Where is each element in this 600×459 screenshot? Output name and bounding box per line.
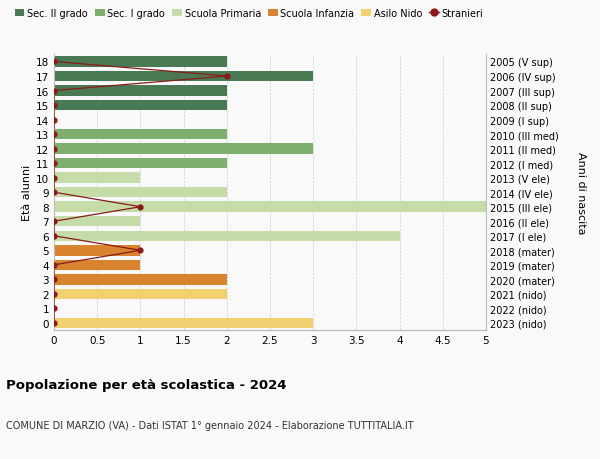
Bar (54, 260, 140, 270)
Bar (54, 231, 400, 241)
Bar (54, 86, 227, 96)
Bar (54, 246, 140, 256)
Bar (54, 158, 227, 169)
Legend: Sec. II grado, Sec. I grado, Scuola Primaria, Scuola Infanzia, Asilo Nido, Stran: Sec. II grado, Sec. I grado, Scuola Prim… (11, 5, 487, 22)
Text: Popolazione per età scolastica - 2024: Popolazione per età scolastica - 2024 (6, 379, 287, 392)
Bar (54, 72, 313, 82)
Bar (54, 188, 227, 198)
Bar (54, 202, 486, 213)
Bar (54, 173, 140, 184)
Bar (54, 57, 227, 67)
Text: COMUNE DI MARZIO (VA) - Dati ISTAT 1° gennaio 2024 - Elaborazione TUTTITALIA.IT: COMUNE DI MARZIO (VA) - Dati ISTAT 1° ge… (6, 420, 413, 430)
Bar (54, 144, 313, 155)
Bar (54, 318, 313, 329)
Bar (54, 289, 227, 299)
Bar (54, 274, 227, 285)
Y-axis label: Età alunni: Età alunni (22, 165, 32, 221)
Bar (54, 129, 227, 140)
Bar (54, 217, 140, 227)
Y-axis label: Anni di nascita: Anni di nascita (575, 151, 586, 234)
Bar (54, 101, 227, 111)
